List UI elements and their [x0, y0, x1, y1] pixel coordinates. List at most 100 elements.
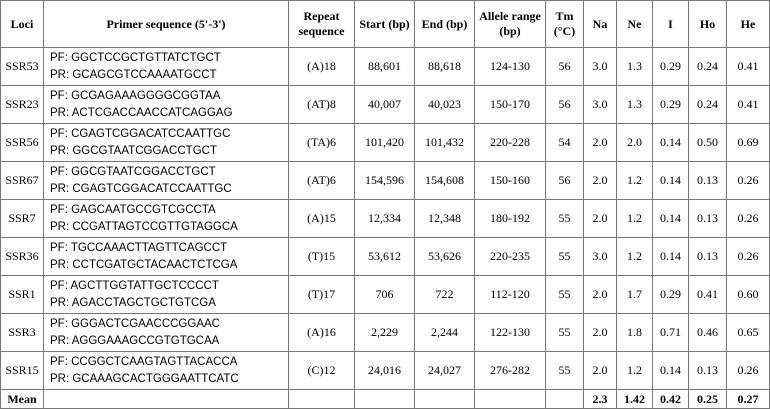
value-cell: 0.26 — [726, 237, 770, 276]
primer-line: PR: AGGGAAAGCCGTGTGCAA — [50, 334, 220, 347]
value-cell: 3.0 — [583, 47, 617, 86]
value-cell: 3.0 — [583, 85, 617, 124]
value-cell: 24,027 — [414, 351, 475, 390]
value-cell: 3.0 — [583, 237, 617, 276]
value-cell: 2,244 — [414, 313, 475, 352]
value-cell: 0.29 — [652, 275, 689, 314]
value-cell: 154,608 — [414, 161, 475, 200]
locus-cell: SSR36 — [0, 237, 44, 276]
value-cell: 55 — [545, 313, 584, 352]
value-cell: 2.0 — [583, 275, 617, 314]
header-cell: Ho — [688, 0, 727, 48]
primer-cell: PF: GGGACTCGAACCCGGAAC PR: AGGGAAAGCCGTGT… — [43, 313, 289, 352]
value-cell: 53,612 — [354, 237, 415, 276]
header-cell: Repeat sequence — [288, 0, 355, 48]
primer-line: PR: CCGATTAGTCCGTTGTAGGCA — [50, 220, 238, 233]
primer-cell: PF: TGCCAAACTTAGTTCAGCCT PR: CCTCGATGCTAC… — [43, 237, 289, 276]
mean-value: 1.42 — [616, 389, 653, 409]
value-cell: 0.26 — [726, 351, 770, 390]
value-cell: 0.26 — [726, 161, 770, 200]
table-row: SSR67 PF: GGCGTAATCGGACCTGCT PR: CGAGTCGGA… — [0, 161, 770, 200]
value-cell: 722 — [414, 275, 475, 314]
value-cell: 0.13 — [688, 237, 727, 276]
value-cell: 0.13 — [688, 351, 727, 390]
value-cell: 112-120 — [474, 275, 546, 314]
header-cell: Loci — [0, 0, 44, 48]
value-cell: 2.0 — [583, 351, 617, 390]
mean-row: Mean 2.3 1.42 0.42 0.25 0.27 — [0, 389, 770, 409]
value-cell: 1.2 — [616, 351, 653, 390]
primer-line: PF: GGGACTCGAACCCGGAAC — [50, 317, 220, 330]
primer-line: PF: AGCTTGGTATTGCTCCCCT — [50, 279, 219, 292]
primer-cell: PF: GCGAGAAAGGGGCGGTAA PR: ACTCGACCAACCAT… — [43, 85, 289, 124]
empty-cell — [43, 389, 289, 409]
primer-line: PF: GCGAGAAAGGGGCGGTAA — [50, 89, 221, 102]
value-cell: 88,601 — [354, 47, 415, 86]
table-row: SSR23 PF: GCGAGAAAGGGGCGGTAA PR: ACTCGACCA… — [0, 85, 770, 124]
value-cell: 0.71 — [652, 313, 689, 352]
primer-cell: PF: GGCGTAATCGGACCTGCT PR: CGAGTCGGACATCC… — [43, 161, 289, 200]
value-cell: 276-282 — [474, 351, 546, 390]
mean-value: 0.27 — [726, 389, 770, 409]
value-cell: 0.41 — [726, 47, 770, 86]
value-cell: 0.14 — [652, 237, 689, 276]
value-cell: 55 — [545, 237, 584, 276]
mean-value: 2.3 — [583, 389, 617, 409]
primer-line: PF: CCGGCTCAAGTAGTTACACCA — [50, 355, 238, 368]
mean-value: 0.25 — [688, 389, 727, 409]
table-row: SSR36 PF: TGCCAAACTTAGTTCAGCCT PR: CCTCGAT… — [0, 237, 770, 276]
primer-line: PR: GGCGTAATCGGACCTGCT — [50, 144, 217, 157]
header-cell: He — [726, 0, 770, 48]
table-row: SSR53 PF: GGCTCCGCTGTTATCTGCT PR: GCAGCGTC… — [0, 47, 770, 86]
value-cell: 706 — [354, 275, 415, 314]
value-cell: (TA)6 — [288, 123, 355, 162]
value-cell: 0.14 — [652, 161, 689, 200]
value-cell: 1.3 — [616, 85, 653, 124]
value-cell: 55 — [545, 275, 584, 314]
primer-line: PR: AGACCTAGCTGCTGTCGA — [50, 296, 216, 309]
locus-cell: SSR23 — [0, 85, 44, 124]
value-cell: 40,023 — [414, 85, 475, 124]
primer-line: PR: CCTCGATGCTACAACTCTCGA — [50, 258, 238, 271]
mean-label: Mean — [0, 389, 44, 409]
value-cell: 150-170 — [474, 85, 546, 124]
header-row: Loci Primer sequence (5'-3') Repeat sequen… — [0, 0, 770, 48]
table-row: SSR56 PF: CGAGTCGGACATCCAATTGC PR: GGCGTAA… — [0, 123, 770, 162]
locus-cell: SSR15 — [0, 351, 44, 390]
value-cell: 1.8 — [616, 313, 653, 352]
value-cell: 2.0 — [583, 161, 617, 200]
value-cell: 154,596 — [354, 161, 415, 200]
locus-cell: SSR53 — [0, 47, 44, 86]
value-cell: 150-160 — [474, 161, 546, 200]
locus-cell: SSR56 — [0, 123, 44, 162]
header-cell: Tm (°C) — [545, 0, 584, 48]
value-cell: (T)17 — [288, 275, 355, 314]
value-cell: (A)18 — [288, 47, 355, 86]
value-cell: (C)12 — [288, 351, 355, 390]
primer-cell: PF: CCGGCTCAAGTAGTTACACCA PR: GCAAAGCACTG… — [43, 351, 289, 390]
primer-line: PF: GGCTCCGCTGTTATCTGCT — [50, 51, 221, 64]
value-cell: 122-130 — [474, 313, 546, 352]
value-cell: 2.0 — [583, 313, 617, 352]
value-cell: (T)15 — [288, 237, 355, 276]
locus-cell: SSR67 — [0, 161, 44, 200]
value-cell: 2.0 — [583, 123, 617, 162]
primer-line: PR: GCAAAGCACTGGGAATTCATC — [50, 372, 239, 385]
header-cell: Start (bp) — [354, 0, 415, 48]
primer-line: PR: CGAGTCGGACATCCAATTGC — [50, 182, 232, 195]
empty-cell — [545, 389, 584, 409]
primer-line: PF: GGCGTAATCGGACCTGCT — [50, 165, 216, 178]
value-cell: 0.41 — [726, 85, 770, 124]
value-cell: 0.29 — [652, 47, 689, 86]
header-cell: Na — [583, 0, 617, 48]
value-cell: 220-228 — [474, 123, 546, 162]
value-cell: 0.26 — [726, 199, 770, 238]
value-cell: 2.0 — [616, 123, 653, 162]
value-cell: 180-192 — [474, 199, 546, 238]
table-row: SSR1 PF: AGCTTGGTATTGCTCCCCT PR: AGACCTAGC… — [0, 275, 770, 314]
value-cell: 220-235 — [474, 237, 546, 276]
locus-cell: SSR7 — [0, 199, 44, 238]
primer-cell: PF: GAGCAATGCCGTCGCCTA PR: CCGATTAGTCCGTT… — [43, 199, 289, 238]
